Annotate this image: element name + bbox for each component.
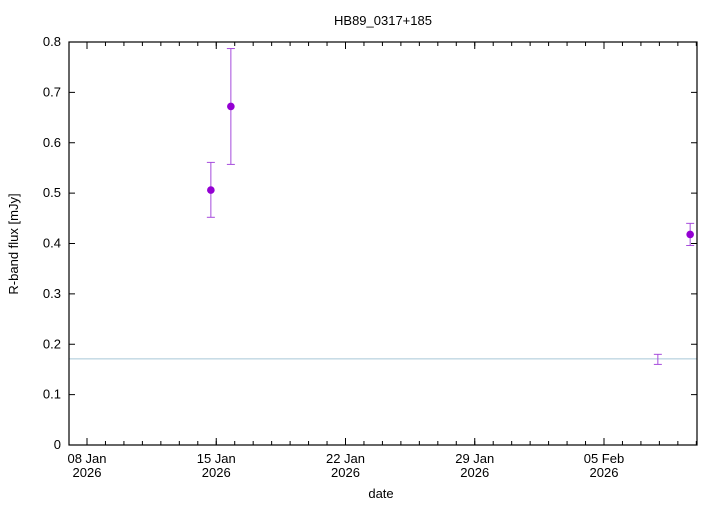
x-tick-label: 29 Jan xyxy=(455,451,494,466)
x-tick-year: 2026 xyxy=(73,465,102,480)
y-tick-label: 0.5 xyxy=(43,185,61,200)
y-tick-label: 0.7 xyxy=(43,84,61,99)
x-tick-year: 2026 xyxy=(460,465,489,480)
y-tick-label: 0.3 xyxy=(43,286,61,301)
data-point xyxy=(686,230,694,239)
x-axis-label: date xyxy=(368,486,393,501)
y-tick-label: 0 xyxy=(54,437,61,452)
y-tick-label: 0.1 xyxy=(43,387,61,402)
x-tick-label: 05 Feb xyxy=(584,451,624,466)
plot-frame xyxy=(68,41,698,446)
x-tick-label: 08 Jan xyxy=(67,451,106,466)
chart-title: HB89_0317+185 xyxy=(334,13,432,28)
data-point xyxy=(207,186,215,194)
data-point xyxy=(227,102,235,111)
x-tick-year: 2026 xyxy=(202,465,231,480)
y-axis-label: R-band flux [mJy] xyxy=(6,193,21,294)
x-tick-year: 2026 xyxy=(590,465,619,480)
y-tick-label: 0.8 xyxy=(43,34,61,49)
x-tick-label: 22 Jan xyxy=(326,451,365,466)
x-tick-year: 2026 xyxy=(331,465,360,480)
y-tick-label: 0.6 xyxy=(43,135,61,150)
x-tick-label: 15 Jan xyxy=(197,451,236,466)
y-tick-label: 0.4 xyxy=(43,236,61,251)
y-tick-label: 0.2 xyxy=(43,336,61,351)
